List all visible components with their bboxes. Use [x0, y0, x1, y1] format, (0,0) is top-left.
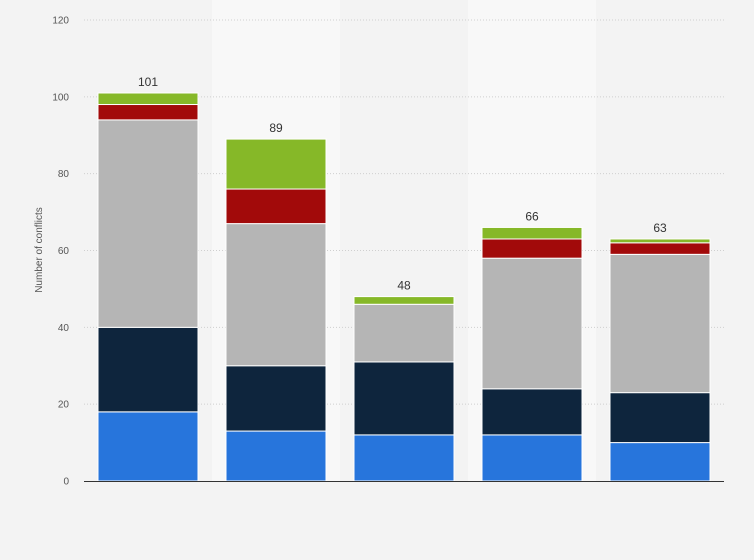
bar-segment-5[interactable]: [225, 138, 327, 190]
bar-segment-1[interactable]: [353, 434, 455, 482]
bar-segment-5[interactable]: [609, 238, 711, 244]
bar-segment-3[interactable]: [481, 257, 583, 390]
bar-segment-3[interactable]: [609, 253, 711, 394]
bar-segment-5[interactable]: [353, 296, 455, 305]
bar-segment-2[interactable]: [481, 388, 583, 436]
bar-segment-1[interactable]: [225, 430, 327, 482]
bar-total-labels: 101 89 48 66 63: [138, 75, 667, 293]
y-axis-label: Number of conflicts: [34, 207, 45, 293]
bar-segment-4[interactable]: [481, 238, 583, 259]
bar-segment-5[interactable]: [97, 92, 199, 106]
y-tick-label: 0: [63, 477, 69, 488]
bars: [97, 92, 711, 482]
bar-segment-5[interactable]: [481, 226, 583, 240]
y-tick-label: 60: [58, 246, 70, 257]
y-tick-label: 80: [58, 169, 70, 180]
y-tick-label: 120: [52, 16, 69, 27]
bar-total-label: 101: [138, 75, 158, 89]
bar-segment-4[interactable]: [225, 188, 327, 225]
bar-segment-1[interactable]: [97, 411, 199, 482]
bar-segment-1[interactable]: [481, 434, 583, 482]
bar-segment-3[interactable]: [97, 119, 199, 328]
bar-total-label: 89: [269, 121, 283, 135]
bar-segment-3[interactable]: [353, 303, 455, 363]
bar-total-label: 66: [525, 209, 539, 223]
y-tick-label: 20: [58, 400, 70, 411]
bar-segment-2[interactable]: [353, 361, 455, 436]
y-tick-label: 100: [52, 92, 69, 103]
bar-segment-2[interactable]: [97, 326, 199, 413]
y-axis-ticks: 0 20 40 60 80 100 120: [52, 16, 69, 488]
bar-total-label: 63: [653, 221, 667, 235]
bar-segment-3[interactable]: [225, 223, 327, 367]
y-tick-label: 40: [58, 323, 70, 334]
bar-segment-2[interactable]: [609, 392, 711, 444]
bar-segment-4[interactable]: [97, 104, 199, 121]
bar-segment-2[interactable]: [225, 365, 327, 432]
bar-segment-4[interactable]: [609, 242, 711, 255]
bar-segment-1[interactable]: [609, 442, 711, 482]
bar-total-label: 48: [397, 279, 411, 293]
